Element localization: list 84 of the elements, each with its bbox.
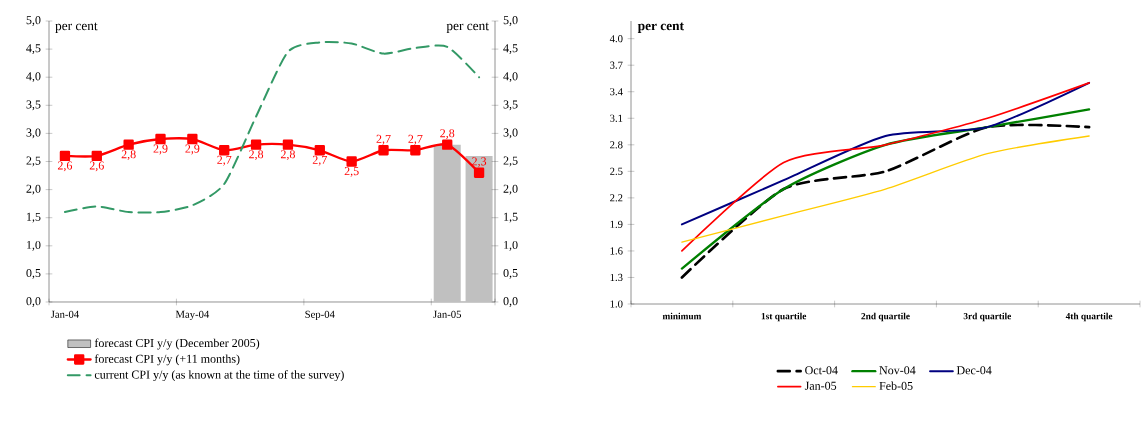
data-label: 2,7 xyxy=(217,155,232,166)
x-tick-label: 3rd quartile xyxy=(963,312,1012,322)
line-series xyxy=(681,82,1090,252)
y-tick-label: 2,0 xyxy=(26,184,41,195)
y-tick-label: 3,0 xyxy=(26,128,41,139)
data-label: 2,8 xyxy=(121,150,136,161)
y2-tick-label: 2,0 xyxy=(503,184,518,195)
y-tick-label: 2,5 xyxy=(26,156,41,167)
point xyxy=(155,133,166,145)
point xyxy=(314,145,325,156)
x-tick-label: 2nd quartile xyxy=(861,312,910,322)
x-tick-label: Jan-04 xyxy=(50,310,79,318)
point xyxy=(219,145,230,156)
y-tick-label: 1.0 xyxy=(610,300,623,308)
data-label: 2,6 xyxy=(89,161,104,172)
x-tick-label: minimum xyxy=(662,312,702,320)
point xyxy=(123,139,134,150)
point xyxy=(91,150,102,162)
data-label: 2,3 xyxy=(472,157,487,168)
data-label: 2,8 xyxy=(440,129,455,140)
y2-tick-label: 4,0 xyxy=(503,72,518,83)
legend-label: forecast CPI y/y (+11 months) xyxy=(94,354,240,366)
x-tick-label: Sep-04 xyxy=(305,310,335,321)
point xyxy=(250,139,262,150)
line-series xyxy=(680,81,1091,226)
point xyxy=(410,145,421,156)
y-tick-label: 5,0 xyxy=(26,16,41,26)
y-tick-label: 1.3 xyxy=(610,273,623,282)
legend-label: Oct-04 xyxy=(805,366,838,375)
y2-tick-label: 3,0 xyxy=(503,128,518,139)
data-label: 2,7 xyxy=(312,155,327,166)
legend-label: Dec-04 xyxy=(956,366,992,375)
legend-label: Nov-04 xyxy=(879,366,916,375)
y2-axis-title: per cent xyxy=(446,22,489,33)
data-label: 2,7 xyxy=(408,134,423,145)
y-tick-label: 2.8 xyxy=(610,141,623,149)
y2-tick-label: 5,0 xyxy=(503,16,518,26)
data-label: 2,8 xyxy=(249,150,264,161)
data-label: 2,6 xyxy=(57,161,73,172)
point xyxy=(59,150,71,162)
y-tick-label: 4.0 xyxy=(609,35,623,43)
y-tick-label: 1,0 xyxy=(27,240,41,251)
data-label: 2,8 xyxy=(280,150,295,161)
y-tick-label: 4,0 xyxy=(26,72,41,83)
y-tick-label: 1.9 xyxy=(610,220,623,229)
y-tick-label: 1.6 xyxy=(610,247,623,255)
x-tick-label: Jan-05 xyxy=(433,310,462,318)
legend-label: current CPI y/y (as known at the time of the survey) xyxy=(94,370,344,382)
y-tick-label: 0,0 xyxy=(26,297,41,307)
point xyxy=(442,139,453,150)
y2-tick-label: 0,0 xyxy=(503,297,518,307)
data-label: 2,9 xyxy=(185,144,200,155)
y2-tick-label: 3,5 xyxy=(503,100,518,111)
y-axis-title: per cent xyxy=(55,22,98,33)
point xyxy=(187,133,198,145)
point xyxy=(473,167,485,178)
y2-tick-label: 1,5 xyxy=(504,212,518,223)
y-tick-label: 0,5 xyxy=(26,268,41,279)
y-tick-label: 4,5 xyxy=(26,44,41,54)
legend-label: Feb-05 xyxy=(879,381,913,390)
y2-tick-label: 4,5 xyxy=(503,44,518,54)
y-tick-label: 2.5 xyxy=(610,167,623,175)
point xyxy=(282,139,294,150)
y-tick-label: 3.4 xyxy=(610,88,623,96)
x-tick-label: 4th quartile xyxy=(1065,312,1113,322)
point xyxy=(378,145,389,156)
line-series xyxy=(681,135,1090,243)
y2-tick-label: 1,0 xyxy=(504,240,518,251)
data-label: 2,7 xyxy=(376,134,391,145)
y-tick-label: 2.2 xyxy=(610,194,623,202)
y2-tick-label: 2,5 xyxy=(503,156,518,167)
legend-label: Jan-05 xyxy=(804,381,837,390)
x-tick-label: May-04 xyxy=(175,310,210,321)
x-tick-label: 1st quartile xyxy=(761,312,807,322)
y2-tick-label: 0,5 xyxy=(503,268,518,279)
point xyxy=(346,156,357,167)
y-tick-label: 3,5 xyxy=(26,100,41,111)
y-tick-label: 3.1 xyxy=(610,114,623,122)
y-tick-label: 1,5 xyxy=(27,212,41,223)
legend-label: forecast CPI y/y (December 2005) xyxy=(94,338,260,350)
data-label: 2,5 xyxy=(344,167,359,177)
y-axis-title: per cent xyxy=(637,22,684,33)
data-label: 2,9 xyxy=(153,144,168,155)
y-tick-label: 3.7 xyxy=(610,61,623,69)
